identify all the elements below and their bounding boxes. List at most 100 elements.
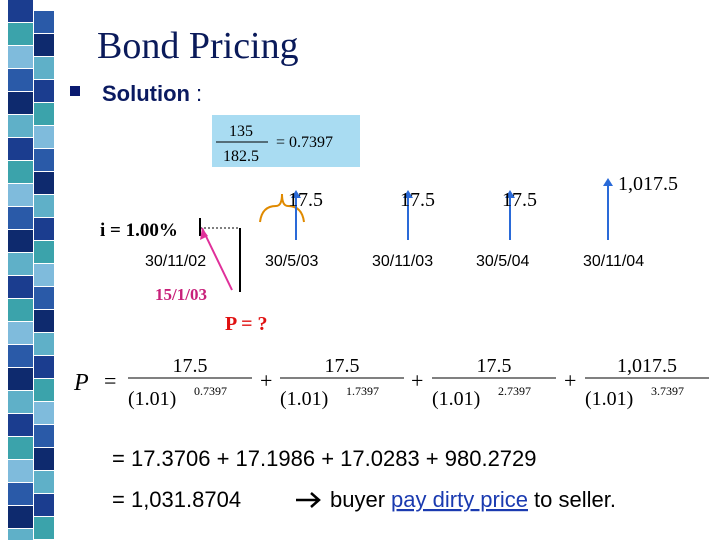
note-link: pay dirty price: [391, 487, 528, 512]
stripe-block: [8, 483, 33, 505]
stripe-block: [8, 414, 33, 436]
stripe-block: [34, 126, 54, 148]
note-rest: to seller.: [534, 487, 616, 512]
term-numerator: 1,017.5: [617, 355, 677, 377]
stripe-block: [8, 253, 33, 275]
result-total: = 1,031.8704: [112, 487, 241, 512]
bullet-marker: [70, 86, 80, 96]
stripe-block: [8, 529, 33, 540]
settlement-arrow: [201, 227, 233, 291]
formula-equals: =: [104, 368, 116, 393]
fraction-numerator: 135: [229, 123, 253, 140]
stripe-block: [34, 57, 54, 79]
settlement-date: 15/1/03: [155, 285, 207, 304]
stripe-block: [8, 69, 33, 91]
stripe-block: [8, 322, 33, 344]
term-base: (1.01): [432, 388, 480, 410]
stripe-block: [8, 368, 33, 390]
result-note: buyer pay dirty price to seller.: [330, 487, 616, 512]
stripe-block: [8, 23, 33, 45]
stripe-block: [8, 0, 33, 22]
formula-plus: +: [260, 368, 272, 393]
price-label: P = ?: [225, 313, 268, 335]
stripe-block: [34, 471, 54, 493]
bullet-text: Solution:: [102, 81, 202, 106]
stripe-block: [34, 310, 54, 332]
stripe-block: [8, 161, 33, 183]
stripe-block: [8, 276, 33, 298]
stripe-block: [34, 80, 54, 102]
term-numerator: 17.5: [325, 355, 360, 377]
stripe-block: [8, 506, 33, 528]
date-label: 30/5/03: [265, 253, 318, 270]
stripe-block: [8, 299, 33, 321]
stripe-block: [8, 230, 33, 252]
stripe-block: [34, 34, 54, 56]
term-base: (1.01): [280, 388, 328, 410]
stripe-block: [34, 494, 54, 516]
stripe-block: [8, 437, 33, 459]
term-numerator: 17.5: [477, 355, 512, 377]
date-label: 30/11/02: [145, 253, 206, 270]
stripe-block: [34, 333, 54, 355]
cash-flow-label: 17.5: [502, 189, 537, 211]
stripe-block: [8, 92, 33, 114]
arrow-head: [200, 228, 208, 240]
stripe-block: [34, 195, 54, 217]
term-exponent: 2.7397: [498, 384, 531, 398]
note-buyer: buyer: [330, 487, 385, 512]
stripe-block: [34, 402, 54, 424]
stripe-block: [8, 46, 33, 68]
stripe-block: [8, 115, 33, 137]
term-base: (1.01): [585, 388, 633, 410]
fraction-denominator: 182.5: [223, 148, 259, 165]
cash-flows: 17.5 17.5 17.5 1,017.5 30/11/02 30/5/03 30/11/…: [145, 173, 678, 270]
stripe-block: [34, 517, 54, 539]
stripe-block: [8, 345, 33, 367]
fraction-result: = 0.7397: [276, 134, 333, 151]
date-label: 30/11/03: [372, 253, 433, 270]
stripe-block: [34, 11, 54, 33]
stripe-block: [34, 287, 54, 309]
arrow-head: [291, 190, 301, 198]
formula-plus: +: [411, 368, 423, 393]
formula: P = 17.5 (1.01) 0.7397 17.5 (1.01) 1.7397 17.5 (1…: [73, 355, 709, 410]
slide-title: Bond Pricing: [97, 25, 299, 67]
stripe-block: [34, 379, 54, 401]
formula-plus: +: [564, 368, 576, 393]
stripe-block: [34, 149, 54, 171]
term-numerator: 17.5: [173, 355, 208, 377]
stripe-block: [8, 138, 33, 160]
arrow-icon: [296, 492, 321, 508]
term-exponent: 0.7397: [194, 384, 227, 398]
stripe-block: [34, 264, 54, 286]
stripe-block: [8, 391, 33, 413]
date-label: 30/5/04: [476, 253, 529, 270]
stripe-block: [8, 184, 33, 206]
bullet-suffix: :: [196, 81, 202, 106]
cash-flow-label: 17.5: [288, 189, 323, 211]
stripe-block: [34, 172, 54, 194]
stripe-block: [34, 218, 54, 240]
stripe-block: [34, 425, 54, 447]
date-label: 30/11/04: [583, 253, 644, 270]
stripe-block: [8, 207, 33, 229]
arrow-head: [505, 190, 515, 198]
term-exponent: 3.7397: [651, 384, 684, 398]
arrow-head: [603, 178, 613, 186]
stripe-block: [34, 241, 54, 263]
stripe-block: [34, 448, 54, 470]
stripe-block: [34, 103, 54, 125]
stripe-block: [34, 356, 54, 378]
cash-flow-label: 1,017.5: [618, 173, 678, 195]
decor-stripe: [8, 0, 54, 540]
arrow-head: [403, 190, 413, 198]
stripe-block: [8, 460, 33, 482]
cash-flow-label: 17.5: [400, 189, 435, 211]
bullet-label: Solution: [102, 81, 190, 106]
result-line: = 17.3706 + 17.1986 + 17.0283 + 980.2729: [112, 446, 537, 471]
formula-lhs: P: [73, 370, 89, 396]
term-base: (1.01): [128, 388, 176, 410]
fraction-box: [212, 115, 360, 167]
